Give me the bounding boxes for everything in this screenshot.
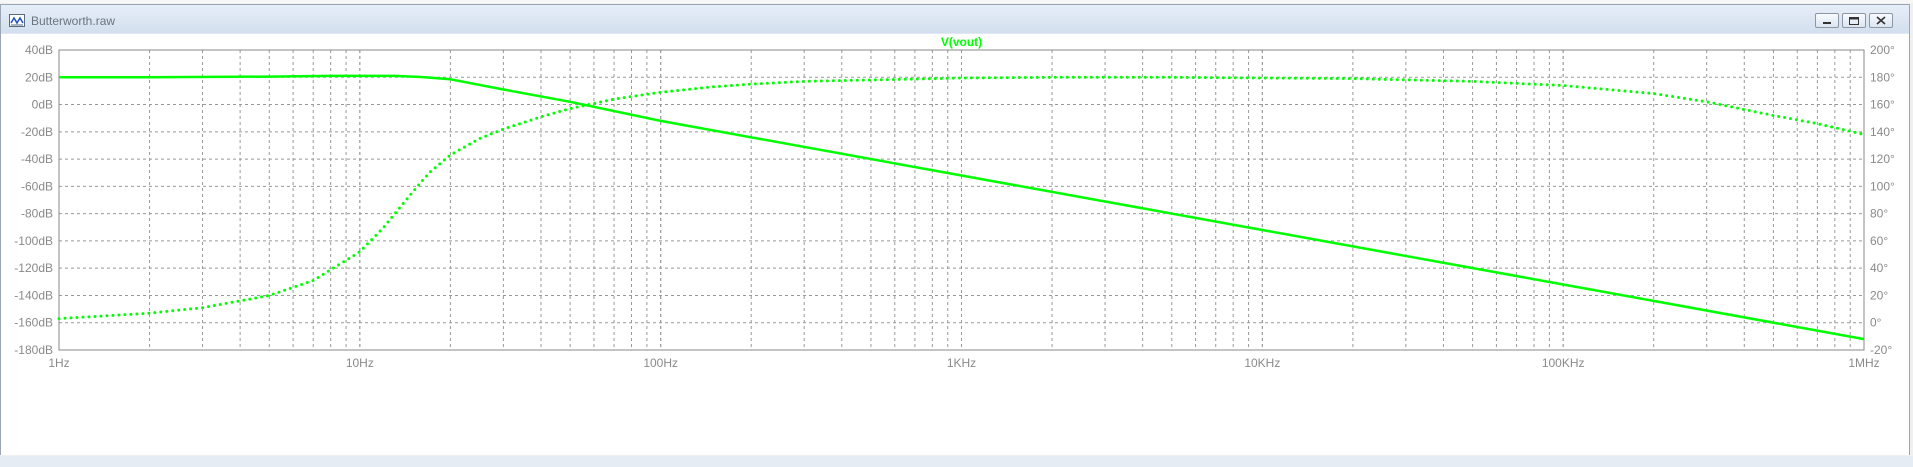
restore-icon <box>1849 17 1859 25</box>
y-left-tick-label: -180dB <box>14 343 53 357</box>
y-left-tick-label: -60dB <box>21 179 53 193</box>
title-bar[interactable]: Butterworth.raw <box>1 5 1909 33</box>
plot-pane[interactable]: V(vout) 40dB 20dB 0dB -20dB -40dB -60dB -80dB -… <box>1 34 1909 455</box>
x-tick-label: 10Hz <box>346 356 374 370</box>
y-right-tick-label: 60° <box>1870 234 1888 248</box>
y-right-tick-label: 0° <box>1870 316 1882 330</box>
plot-window: Butterworth.raw V(vout) 40dB 20dB 0dB -20dB… <box>0 4 1910 455</box>
minimize-button[interactable] <box>1815 13 1839 28</box>
restore-button[interactable] <box>1842 13 1866 28</box>
y-left-tick-label: 40dB <box>25 43 53 57</box>
x-tick-label: 1Hz <box>48 356 69 370</box>
y-right-tick-label: 100° <box>1870 179 1895 193</box>
y-right-tick-label: 160° <box>1870 98 1895 112</box>
y-left-tick-label: -160dB <box>14 316 53 330</box>
y-left-tick-label: -140dB <box>14 288 53 302</box>
y-right-tick-label: 80° <box>1870 207 1888 221</box>
y-left-tick-label: -120dB <box>14 261 53 275</box>
grid-lines <box>58 49 1865 351</box>
y-left-tick-label: 20dB <box>25 70 53 84</box>
y-right-tick-label: 140° <box>1870 125 1895 139</box>
x-tick-label: 100Hz <box>643 356 678 370</box>
plot-frame <box>58 49 1865 351</box>
minimize-icon <box>1823 22 1831 24</box>
y-right-tick-label: 20° <box>1870 288 1888 302</box>
y-right-tick-label: 200° <box>1870 43 1895 57</box>
x-tick-label: 100KHz <box>1542 356 1585 370</box>
x-tick-label: 1KHz <box>947 356 976 370</box>
x-tick-label: 10KHz <box>1244 356 1280 370</box>
y-right-tick-label: 40° <box>1870 261 1888 275</box>
window-title: Butterworth.raw <box>31 14 116 28</box>
close-icon <box>1876 16 1886 25</box>
waveform-icon <box>9 14 25 27</box>
y-axis-left-labels: 40dB 20dB 0dB -20dB -40dB -60dB -80dB -100dB -12… <box>14 43 53 357</box>
series-phase-line <box>57 75 1866 321</box>
status-strip <box>0 456 1913 467</box>
y-left-tick-label: -40dB <box>21 152 53 166</box>
close-button[interactable] <box>1869 13 1893 28</box>
y-left-tick-label: -80dB <box>21 207 53 221</box>
y-left-tick-label: 0dB <box>32 98 53 112</box>
y-right-tick-label: -20° <box>1870 343 1892 357</box>
y-left-tick-label: -100dB <box>14 234 53 248</box>
x-tick-label: 1MHz <box>1848 356 1879 370</box>
bode-chart[interactable]: V(vout) 40dB 20dB 0dB -20dB -40dB -60dB -80dB -… <box>1 34 1909 455</box>
y-right-tick-label: 180° <box>1870 70 1895 84</box>
y-axis-right-labels: 200° 180° 160° 140° 120° 100° 80° 60° 40° 20° 0° -2… <box>1870 43 1895 357</box>
y-right-tick-label: 120° <box>1870 152 1895 166</box>
y-left-tick-label: -20dB <box>21 125 53 139</box>
desktop-strip <box>0 0 1913 3</box>
chart-title: V(vout) <box>941 35 982 49</box>
series-magnitude-line <box>59 74 1865 341</box>
x-axis-labels: 1Hz 10Hz 100Hz 1KHz 10KHz 100KHz 1MHz <box>48 356 1879 370</box>
series-layer <box>57 74 1866 341</box>
